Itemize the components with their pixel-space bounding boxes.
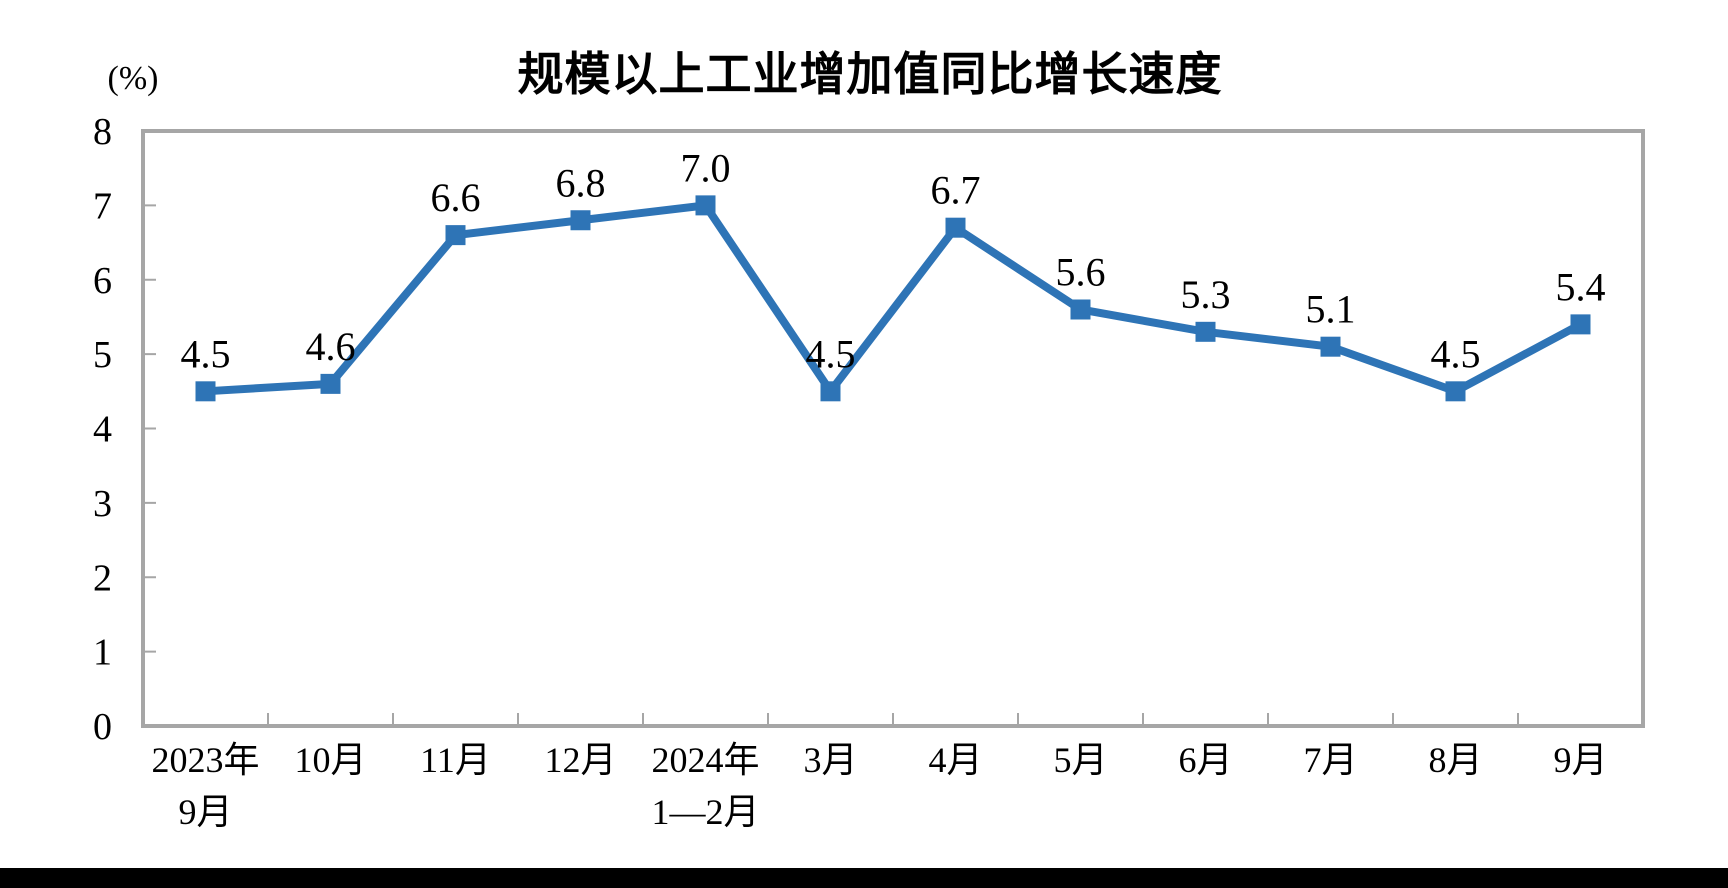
y-axis-tick-label: 2 bbox=[93, 557, 112, 599]
y-axis-tick-label: 0 bbox=[93, 706, 112, 748]
y-axis-tick-label: 1 bbox=[93, 632, 112, 674]
data-label: 5.4 bbox=[1556, 264, 1606, 309]
x-axis-category-label-line2: 9月 bbox=[178, 792, 232, 832]
data-label: 5.3 bbox=[1181, 272, 1231, 317]
y-axis-tick-label: 3 bbox=[93, 483, 112, 525]
data-point-marker bbox=[1570, 314, 1591, 335]
x-axis-category-label-line2: 1—2月 bbox=[651, 792, 759, 832]
chart-title: 规模以上工业增加值同比增长速度 bbox=[517, 48, 1223, 100]
plot-border bbox=[141, 129, 1645, 728]
x-axis-category-label: 12月 bbox=[544, 740, 616, 780]
data-label: 5.1 bbox=[1306, 287, 1356, 332]
data-point-marker bbox=[695, 195, 716, 216]
data-label: 6.6 bbox=[431, 175, 481, 220]
x-axis-category-label: 5月 bbox=[1053, 740, 1107, 780]
data-label: 6.7 bbox=[931, 168, 981, 213]
data-label: 4.5 bbox=[1431, 331, 1481, 376]
x-axis-category-label: 3月 bbox=[803, 740, 857, 780]
data-point-marker bbox=[820, 381, 841, 402]
data-label: 7.0 bbox=[681, 145, 731, 190]
data-point-marker bbox=[570, 210, 591, 231]
data-point-marker bbox=[445, 225, 466, 246]
data-point-marker bbox=[320, 373, 341, 394]
x-axis-category-label: 6月 bbox=[1178, 740, 1232, 780]
x-axis-category-label: 11月 bbox=[420, 740, 491, 780]
data-label: 5.6 bbox=[1056, 250, 1106, 295]
data-label: 4.6 bbox=[306, 324, 356, 369]
x-axis-category-label: 10月 bbox=[294, 740, 366, 780]
data-point-marker bbox=[1320, 336, 1341, 357]
x-axis-category-label: 2023年 bbox=[151, 740, 259, 780]
y-axis-tick-label: 6 bbox=[93, 260, 112, 302]
data-label: 6.8 bbox=[556, 160, 606, 205]
data-label: 4.5 bbox=[806, 331, 856, 376]
x-axis-category-label: 2024年 bbox=[651, 740, 759, 780]
y-axis-tick-label: 8 bbox=[93, 111, 112, 153]
x-axis-category-label: 9月 bbox=[1553, 740, 1607, 780]
y-axis-tick-label: 5 bbox=[93, 334, 112, 376]
y-axis-unit-label: (%) bbox=[107, 60, 159, 97]
y-axis-tick-label: 7 bbox=[93, 185, 112, 227]
series-line bbox=[205, 201, 1583, 399]
bottom-black-bar bbox=[0, 868, 1728, 888]
data-point-marker bbox=[1195, 321, 1216, 342]
data-point-marker bbox=[1070, 299, 1091, 320]
x-axis-category-label: 4月 bbox=[928, 740, 982, 780]
data-point-marker bbox=[1445, 381, 1466, 402]
data-label: 4.5 bbox=[181, 331, 231, 376]
data-point-marker bbox=[195, 381, 216, 402]
data-point-marker bbox=[945, 217, 966, 238]
x-axis-category-label: 8月 bbox=[1428, 740, 1482, 780]
y-axis-tick-label: 4 bbox=[93, 409, 112, 451]
x-axis-category-label: 7月 bbox=[1303, 740, 1357, 780]
